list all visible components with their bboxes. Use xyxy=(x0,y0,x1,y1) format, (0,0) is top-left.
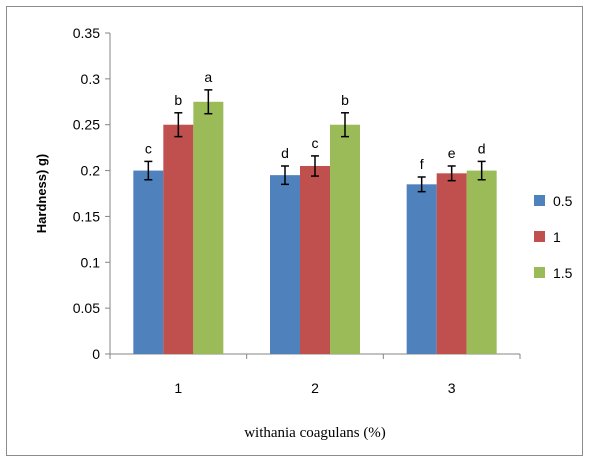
bars: c d f b c e a b d xyxy=(133,69,497,355)
data-label: e xyxy=(448,145,456,161)
y-tick-label: 0.2 xyxy=(81,163,101,179)
y-axis-label: Hardness) g) xyxy=(34,154,49,233)
data-label: d xyxy=(281,145,289,161)
data-label: a xyxy=(204,69,212,85)
x-axis-label: withania coagulans (%) xyxy=(244,425,386,441)
y-tick-label: 0 xyxy=(92,346,100,362)
legend-swatch xyxy=(534,267,545,278)
y-tick-label: 0.35 xyxy=(73,25,100,41)
bar xyxy=(163,124,194,354)
y-tick-label: 0.3 xyxy=(81,71,101,87)
bar xyxy=(466,170,497,354)
bar xyxy=(133,170,164,354)
bar xyxy=(300,165,330,354)
data-label: b xyxy=(341,92,349,108)
bar xyxy=(193,101,224,355)
x-tick-label: 2 xyxy=(311,380,319,396)
data-label: c xyxy=(312,135,319,151)
data-label: b xyxy=(174,92,182,108)
data-label: f xyxy=(420,156,424,172)
y-tick-label: 0.05 xyxy=(73,300,100,316)
bar xyxy=(330,124,360,354)
x-tick-label: 1 xyxy=(174,380,182,396)
bar xyxy=(406,184,437,354)
x-tick-label: 3 xyxy=(448,380,456,396)
bar xyxy=(270,175,300,354)
legend-label: 1 xyxy=(553,229,561,245)
y-tick-label: 0.25 xyxy=(73,117,100,133)
bar xyxy=(436,173,467,354)
legend-label: 0.5 xyxy=(553,193,573,209)
data-label: d xyxy=(478,140,486,156)
legend-swatch xyxy=(534,231,545,242)
legend-swatch xyxy=(534,195,545,206)
legend-label: 1.5 xyxy=(553,265,573,281)
y-tick-label: 0.1 xyxy=(81,254,101,270)
y-tick-label: 0.15 xyxy=(73,208,100,224)
legend: 0.5 1 1.5 xyxy=(534,193,573,281)
data-label: c xyxy=(145,140,152,156)
